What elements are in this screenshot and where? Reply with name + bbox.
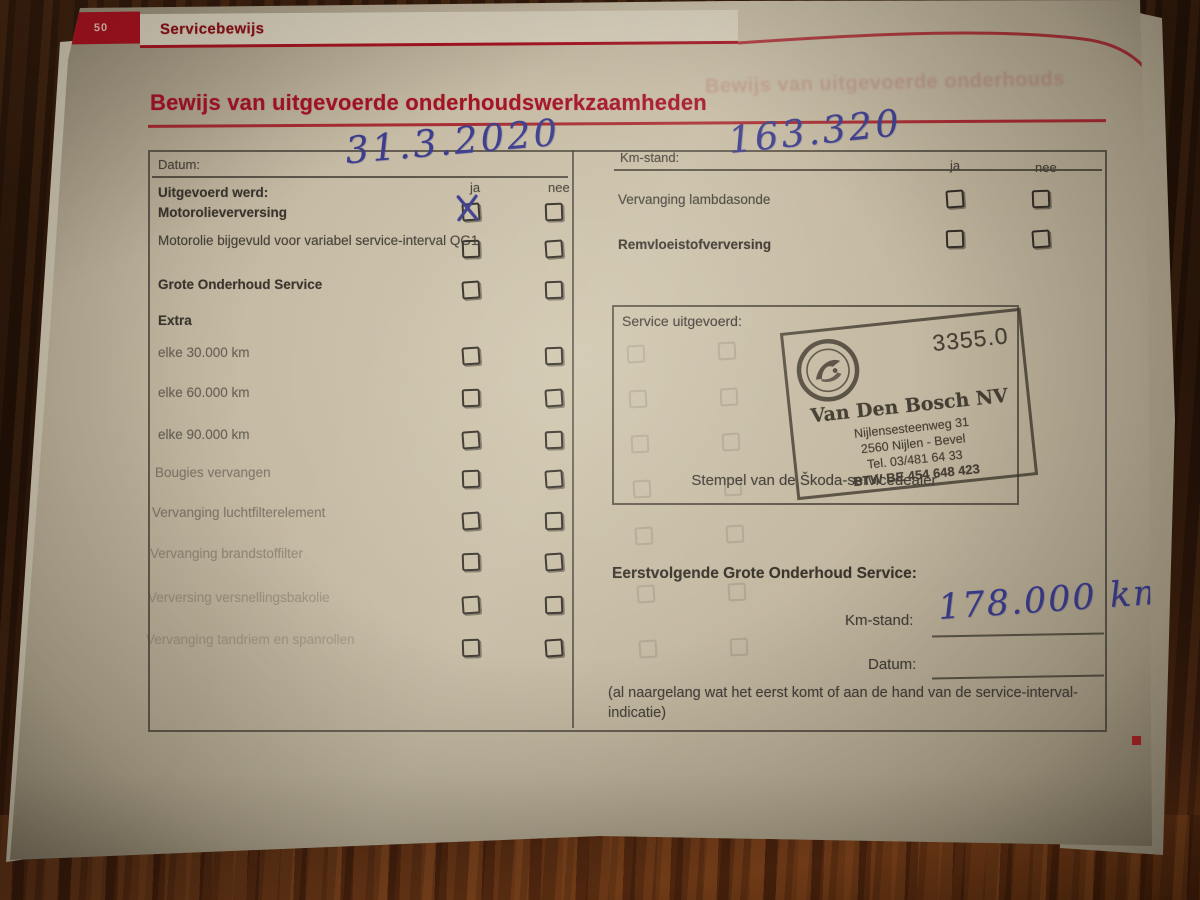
next-km-label: Km-stand: [845, 612, 913, 629]
stamp-box [612, 305, 1019, 505]
datum-label: Datum: [158, 157, 200, 172]
next-service-heading: Eerstvolgende Grote Onderhoud Service: [612, 565, 917, 583]
performed-label: Uitgevoerd werd: [158, 185, 268, 200]
next-datum-label: Datum: [868, 656, 916, 673]
skoda-logo-icon [796, 339, 860, 402]
row-label-motorolie-bijgevuld: Motorolie bijgevuld voor variabel servic… [158, 232, 488, 250]
row-label-luchtfilter: Vervanging luchtfilterelement [152, 505, 325, 520]
service-table-border [148, 150, 1107, 732]
row-label-brandstoffilter: Vervanging brandstoffilter [150, 546, 303, 561]
row-label-lambdasonde: Vervanging lambdasonde [618, 192, 770, 207]
ja-header-left: ja [470, 180, 480, 195]
row-label-motorolieverversing: Motorolieverversing [158, 205, 287, 220]
stamp-caption: Stempel van de Škoda-servicedealer [618, 472, 1010, 489]
row-label-remvloeistof: Remvloeistofverversing [618, 237, 771, 252]
row-label-tandriem: Vervanging tandriem en spanrollen [146, 632, 355, 647]
row-label-versnellingsbakolie: Verversing versnellingsbakolie [148, 590, 330, 605]
service-uitgevoerd-label: Service uitgevoerd: [622, 313, 742, 329]
nee-header-right: nee [1035, 160, 1057, 175]
ja-header-right: ja [950, 158, 960, 173]
km-stand-label: Km-stand: [620, 150, 679, 165]
page-title: Bewijs van uitgevoerde onderhoudswerkzaa… [150, 90, 707, 116]
row-label-bougies: Bougies vervangen [155, 465, 271, 480]
row-label-elke-60000: elke 60.000 km [158, 385, 250, 400]
km-stand-line [614, 169, 1102, 171]
red-corner-marker [1132, 736, 1141, 745]
row-label-elke-30000: elke 30.000 km [158, 345, 250, 360]
extra-heading: Extra [158, 313, 192, 328]
table-column-divider [572, 150, 574, 728]
nee-header-left: nee [548, 180, 570, 195]
interval-note: (al naargelang wat het eerst komt of aan… [608, 684, 1120, 723]
dealer-stamp: 3355.0 Van Den Bosch NV Nijlensesteenweg… [779, 307, 1039, 501]
datum-line [152, 176, 568, 178]
row-label-elke-90000: elke 90.000 km [158, 427, 250, 442]
row-label-grote-onderhoud: Grote Onderhoud Service [158, 277, 322, 292]
